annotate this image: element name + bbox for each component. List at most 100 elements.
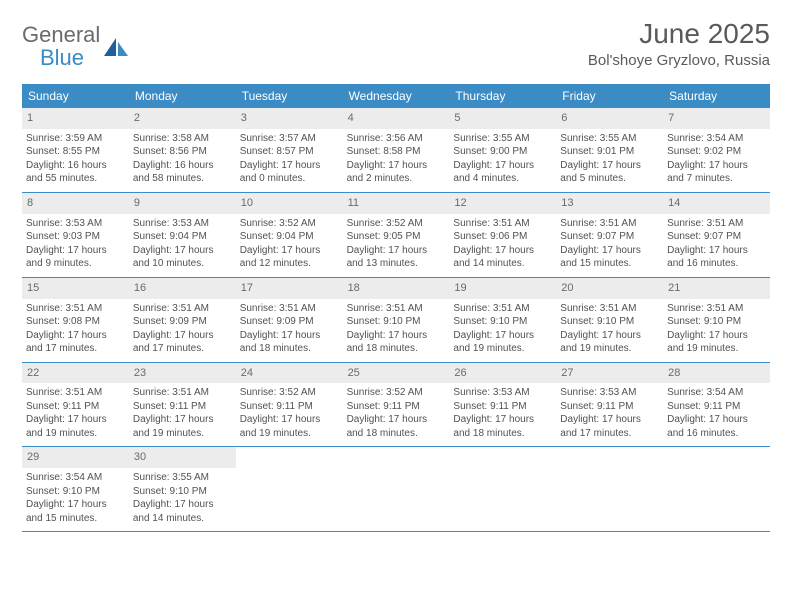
sunset-line: Sunset: 8:56 PM bbox=[133, 145, 232, 159]
day-cell: 17Sunrise: 3:51 AMSunset: 9:09 PMDayligh… bbox=[236, 278, 343, 362]
daylight-line: Daylight: 16 hours and 55 minutes. bbox=[26, 159, 125, 186]
daylight-line: Daylight: 17 hours and 2 minutes. bbox=[347, 159, 446, 186]
day-number: 8 bbox=[22, 193, 129, 214]
sunrise-line: Sunrise: 3:58 AM bbox=[133, 132, 232, 146]
sunrise-line: Sunrise: 3:51 AM bbox=[26, 386, 125, 400]
day-number: 19 bbox=[449, 278, 556, 299]
sunrise-line: Sunrise: 3:51 AM bbox=[133, 386, 232, 400]
sunrise-line: Sunrise: 3:52 AM bbox=[240, 386, 339, 400]
sunrise-line: Sunrise: 3:51 AM bbox=[240, 302, 339, 316]
sunrise-line: Sunrise: 3:51 AM bbox=[560, 302, 659, 316]
day-cell: 28Sunrise: 3:54 AMSunset: 9:11 PMDayligh… bbox=[663, 363, 770, 447]
day-cell bbox=[556, 447, 663, 531]
daylight-line: Daylight: 17 hours and 17 minutes. bbox=[560, 413, 659, 440]
day-cell: 13Sunrise: 3:51 AMSunset: 9:07 PMDayligh… bbox=[556, 193, 663, 277]
day-number: 13 bbox=[556, 193, 663, 214]
day-cell: 20Sunrise: 3:51 AMSunset: 9:10 PMDayligh… bbox=[556, 278, 663, 362]
day-number: 17 bbox=[236, 278, 343, 299]
sunset-line: Sunset: 9:01 PM bbox=[560, 145, 659, 159]
dow-header: Monday bbox=[129, 84, 236, 108]
day-number: 12 bbox=[449, 193, 556, 214]
sunrise-line: Sunrise: 3:53 AM bbox=[560, 386, 659, 400]
daylight-line: Daylight: 17 hours and 19 minutes. bbox=[453, 329, 552, 356]
day-number: 11 bbox=[343, 193, 450, 214]
brand-word-2: Blue bbox=[22, 45, 84, 70]
daylight-line: Daylight: 17 hours and 18 minutes. bbox=[453, 413, 552, 440]
daylight-line: Daylight: 17 hours and 16 minutes. bbox=[667, 244, 766, 271]
sunset-line: Sunset: 9:10 PM bbox=[453, 315, 552, 329]
day-cell: 24Sunrise: 3:52 AMSunset: 9:11 PMDayligh… bbox=[236, 363, 343, 447]
daylight-line: Daylight: 17 hours and 18 minutes. bbox=[347, 329, 446, 356]
daylight-line: Daylight: 17 hours and 4 minutes. bbox=[453, 159, 552, 186]
day-cell: 1Sunrise: 3:59 AMSunset: 8:55 PMDaylight… bbox=[22, 108, 129, 192]
sunrise-line: Sunrise: 3:52 AM bbox=[347, 217, 446, 231]
sunrise-line: Sunrise: 3:54 AM bbox=[667, 132, 766, 146]
sunrise-line: Sunrise: 3:51 AM bbox=[133, 302, 232, 316]
sunset-line: Sunset: 8:58 PM bbox=[347, 145, 446, 159]
daylight-line: Daylight: 17 hours and 10 minutes. bbox=[133, 244, 232, 271]
day-number: 25 bbox=[343, 363, 450, 384]
daylight-line: Daylight: 17 hours and 17 minutes. bbox=[26, 329, 125, 356]
brand-logo: General Blue bbox=[22, 18, 132, 70]
sunset-line: Sunset: 9:11 PM bbox=[240, 400, 339, 414]
sunrise-line: Sunrise: 3:53 AM bbox=[26, 217, 125, 231]
day-cell: 14Sunrise: 3:51 AMSunset: 9:07 PMDayligh… bbox=[663, 193, 770, 277]
sunset-line: Sunset: 8:55 PM bbox=[26, 145, 125, 159]
day-cell: 3Sunrise: 3:57 AMSunset: 8:57 PMDaylight… bbox=[236, 108, 343, 192]
logo-sail-icon bbox=[102, 36, 132, 58]
day-cell: 16Sunrise: 3:51 AMSunset: 9:09 PMDayligh… bbox=[129, 278, 236, 362]
day-number: 23 bbox=[129, 363, 236, 384]
sunrise-line: Sunrise: 3:54 AM bbox=[667, 386, 766, 400]
day-number: 6 bbox=[556, 108, 663, 129]
daylight-line: Daylight: 16 hours and 58 minutes. bbox=[133, 159, 232, 186]
day-cell: 15Sunrise: 3:51 AMSunset: 9:08 PMDayligh… bbox=[22, 278, 129, 362]
daylight-line: Daylight: 17 hours and 18 minutes. bbox=[240, 329, 339, 356]
sunset-line: Sunset: 9:04 PM bbox=[133, 230, 232, 244]
sunrise-line: Sunrise: 3:51 AM bbox=[667, 217, 766, 231]
day-number: 10 bbox=[236, 193, 343, 214]
dow-header: Saturday bbox=[663, 84, 770, 108]
brand-word-1: General bbox=[22, 22, 100, 47]
day-cell: 6Sunrise: 3:55 AMSunset: 9:01 PMDaylight… bbox=[556, 108, 663, 192]
sunset-line: Sunset: 9:11 PM bbox=[453, 400, 552, 414]
sunset-line: Sunset: 9:11 PM bbox=[667, 400, 766, 414]
sunrise-line: Sunrise: 3:51 AM bbox=[26, 302, 125, 316]
day-cell: 30Sunrise: 3:55 AMSunset: 9:10 PMDayligh… bbox=[129, 447, 236, 531]
day-cell: 5Sunrise: 3:55 AMSunset: 9:00 PMDaylight… bbox=[449, 108, 556, 192]
day-cell: 26Sunrise: 3:53 AMSunset: 9:11 PMDayligh… bbox=[449, 363, 556, 447]
sunset-line: Sunset: 9:11 PM bbox=[560, 400, 659, 414]
sunset-line: Sunset: 9:10 PM bbox=[560, 315, 659, 329]
sunset-line: Sunset: 9:11 PM bbox=[347, 400, 446, 414]
day-cell: 2Sunrise: 3:58 AMSunset: 8:56 PMDaylight… bbox=[129, 108, 236, 192]
sunset-line: Sunset: 8:57 PM bbox=[240, 145, 339, 159]
day-cell: 11Sunrise: 3:52 AMSunset: 9:05 PMDayligh… bbox=[343, 193, 450, 277]
page-header: General Blue June 2025 Bol'shoye Gryzlov… bbox=[22, 18, 770, 70]
dow-header: Wednesday bbox=[343, 84, 450, 108]
day-number: 21 bbox=[663, 278, 770, 299]
dow-header: Tuesday bbox=[236, 84, 343, 108]
sunset-line: Sunset: 9:03 PM bbox=[26, 230, 125, 244]
day-cell: 22Sunrise: 3:51 AMSunset: 9:11 PMDayligh… bbox=[22, 363, 129, 447]
sunset-line: Sunset: 9:11 PM bbox=[133, 400, 232, 414]
daylight-line: Daylight: 17 hours and 19 minutes. bbox=[26, 413, 125, 440]
sunset-line: Sunset: 9:09 PM bbox=[133, 315, 232, 329]
day-number: 30 bbox=[129, 447, 236, 468]
daylight-line: Daylight: 17 hours and 19 minutes. bbox=[133, 413, 232, 440]
day-number: 20 bbox=[556, 278, 663, 299]
daylight-line: Daylight: 17 hours and 9 minutes. bbox=[26, 244, 125, 271]
week-row: 8Sunrise: 3:53 AMSunset: 9:03 PMDaylight… bbox=[22, 193, 770, 278]
day-cell: 29Sunrise: 3:54 AMSunset: 9:10 PMDayligh… bbox=[22, 447, 129, 531]
sunset-line: Sunset: 9:10 PM bbox=[347, 315, 446, 329]
sunset-line: Sunset: 9:00 PM bbox=[453, 145, 552, 159]
day-cell: 8 Sunrise: 3:53 AMSunset: 9:03 PMDaylight… bbox=[22, 193, 129, 277]
sunset-line: Sunset: 9:10 PM bbox=[133, 485, 232, 499]
sunrise-line: Sunrise: 3:53 AM bbox=[453, 386, 552, 400]
sunrise-line: Sunrise: 3:57 AM bbox=[240, 132, 339, 146]
daylight-line: Daylight: 17 hours and 17 minutes. bbox=[133, 329, 232, 356]
sunrise-line: Sunrise: 3:55 AM bbox=[453, 132, 552, 146]
daylight-line: Daylight: 17 hours and 7 minutes. bbox=[667, 159, 766, 186]
day-cell: 21Sunrise: 3:51 AMSunset: 9:10 PMDayligh… bbox=[663, 278, 770, 362]
day-cell: 23 Sunrise: 3:51 AMSunset: 9:11 PMDayligh… bbox=[129, 363, 236, 447]
sunrise-line: Sunrise: 3:51 AM bbox=[347, 302, 446, 316]
dow-header: Thursday bbox=[449, 84, 556, 108]
